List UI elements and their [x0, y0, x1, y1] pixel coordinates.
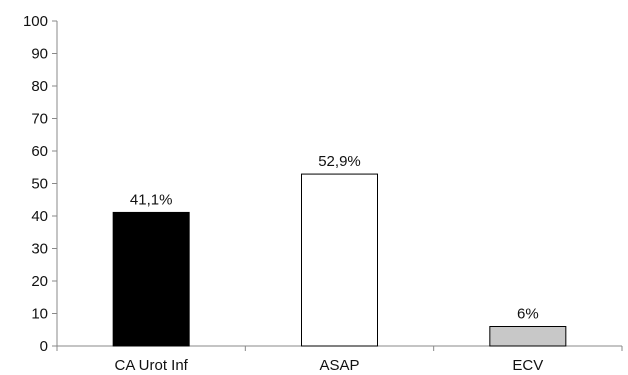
category-label: ECV: [512, 357, 543, 374]
bars: [112, 173, 567, 347]
y-tick-label: 0: [40, 338, 48, 355]
y-tick-label: 10: [31, 306, 48, 323]
bar: [112, 211, 190, 347]
y-tick-label: 50: [31, 176, 48, 193]
bar: [301, 173, 378, 347]
data-label: 6%: [517, 306, 539, 323]
data-label: 52,9%: [318, 153, 361, 170]
y-tick-label: 20: [31, 273, 48, 290]
y-tick-label: 80: [31, 78, 48, 95]
category-label: ASAP: [319, 357, 359, 374]
data-labels: 41,1% 52,9% 6%: [130, 153, 539, 322]
y-tick-label: 100: [23, 13, 48, 30]
y-tick-label: 60: [31, 143, 48, 160]
data-label: 41,1%: [130, 191, 173, 208]
category-label: CA Urot Inf: [114, 357, 188, 374]
y-tick-label: 70: [31, 111, 48, 128]
bar: [489, 326, 567, 347]
y-tick-label: 40: [31, 208, 48, 225]
y-tick-label: 30: [31, 241, 48, 258]
y-axis: 0 10 20 30 40 50 60 70 80 90 100: [23, 13, 58, 355]
y-tick-label: 90: [31, 46, 48, 63]
x-axis: CA Urot Inf ASAP ECV: [56, 345, 623, 374]
